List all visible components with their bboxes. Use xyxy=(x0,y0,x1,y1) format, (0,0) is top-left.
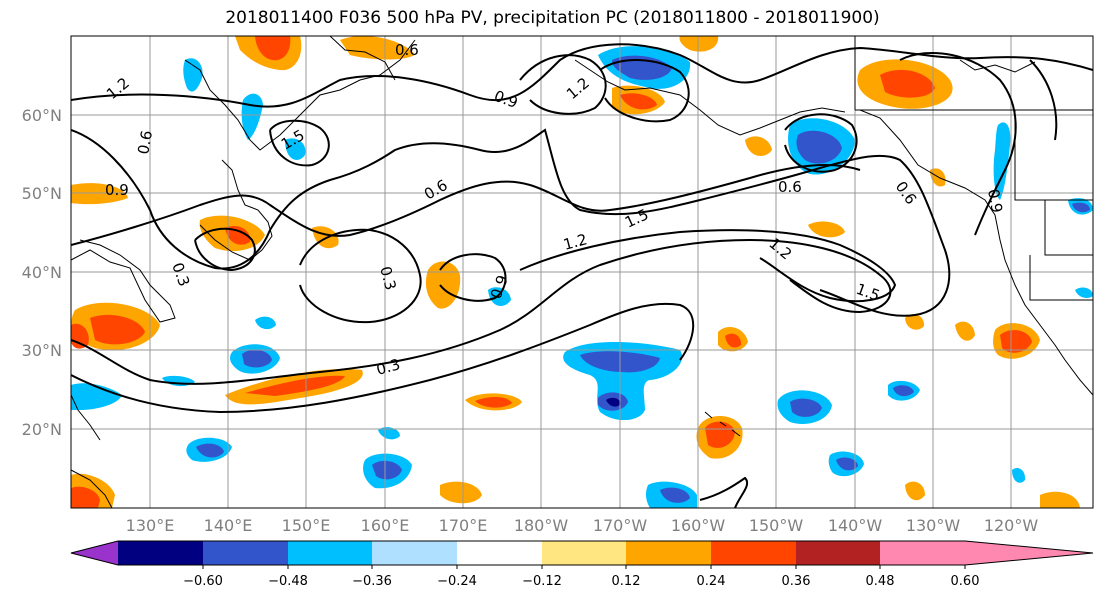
lon-label: 170°W xyxy=(593,516,648,535)
colorbar: −0.60 −0.48 −0.36 −0.24 −0.12 0.12 0.24 … xyxy=(70,540,1094,589)
colorbar-extend-right xyxy=(965,541,1093,565)
colorbar-outline xyxy=(70,540,1094,566)
map-title: 2018011400 F036 500 hPa PV, precipitatio… xyxy=(225,8,880,28)
colorbar-tick-label: 0.48 xyxy=(866,574,895,589)
colorbar-tick-label: −0.12 xyxy=(522,574,562,589)
contour-label: 0.3 xyxy=(376,264,400,292)
lat-label: 30°N xyxy=(22,341,62,360)
lon-label: 160°W xyxy=(671,516,726,535)
contour-label: 1.2 xyxy=(561,230,589,254)
colorbar-segment xyxy=(457,541,542,565)
lon-label: 130°W xyxy=(906,516,961,535)
lat-label: 40°N xyxy=(22,263,62,282)
lon-label: 130°E xyxy=(126,516,175,535)
lon-label: 180°W xyxy=(514,516,569,535)
colorbar-segment xyxy=(118,541,203,565)
lon-label: 150°W xyxy=(749,516,804,535)
longitude-axis: 130°E 140°E 150°E 160°E 170°E 180°W 170°… xyxy=(126,516,1039,535)
colorbar-tick-label: 0.24 xyxy=(697,574,726,589)
colorbar-ticks xyxy=(202,565,966,569)
colorbar-tick-label: 0.12 xyxy=(612,574,641,589)
coastlines xyxy=(71,36,1093,508)
lat-label: 20°N xyxy=(22,420,62,439)
pv-contours xyxy=(71,43,1093,508)
colorbar-tick-label: −0.24 xyxy=(437,574,477,589)
lat-label: 60°N xyxy=(22,106,62,125)
contour-label: 0.6 xyxy=(134,129,156,156)
colorbar-segment xyxy=(203,541,288,565)
lon-label: 170°E xyxy=(439,516,488,535)
colorbar-tick-label: −0.48 xyxy=(268,574,308,589)
latitude-axis: 60°N 50°N 40°N 30°N 20°N xyxy=(22,106,62,439)
lon-label: 160°E xyxy=(361,516,410,535)
precip-anomaly-positive-subtropical-band xyxy=(225,261,522,411)
precip-anomaly-negative-west-pacific xyxy=(71,58,511,489)
contour-label: 0.3 xyxy=(374,355,402,379)
lon-label: 120°W xyxy=(984,516,1039,535)
lon-label: 140°W xyxy=(828,516,883,535)
lat-label: 50°N xyxy=(22,184,62,203)
map-frame xyxy=(70,35,1094,509)
colorbar-extend-left xyxy=(71,541,118,565)
precipitation-shading xyxy=(71,36,1093,508)
colorbar-segment xyxy=(372,541,457,565)
contour-label: 0.6 xyxy=(395,41,419,59)
colorbar-segment xyxy=(796,541,880,565)
colorbar-segment xyxy=(711,541,796,565)
map-plot-area: 0.6 1.2 0.9 1.5 0.6 0.9 0.3 0.6 1.2 1.5 … xyxy=(71,36,1093,508)
contour-label: 0.9 xyxy=(984,188,1006,215)
precip-anomaly-positive-kamchatka xyxy=(235,36,415,71)
colorbar-tick-label: 0.60 xyxy=(951,574,980,589)
colorbar-segment xyxy=(880,541,965,565)
contour-label: 0.6 xyxy=(778,178,802,196)
precip-anomaly-positive-hawaii-east xyxy=(612,36,946,459)
lon-label: 150°E xyxy=(282,516,331,535)
contour-label: 0.9 xyxy=(105,181,129,199)
colorbar-tick-label: 0.36 xyxy=(782,574,811,589)
colorbar-segment xyxy=(626,541,711,565)
graticule xyxy=(71,36,1093,508)
colorbar-tick-label: −0.60 xyxy=(183,574,223,589)
precip-anomaly-positive-ne-pacific xyxy=(857,59,953,109)
colorbar-segment xyxy=(288,541,372,565)
colorbar-tick-label: −0.36 xyxy=(352,574,392,589)
colorbar-segment xyxy=(542,541,626,565)
lon-label: 140°E xyxy=(204,516,253,535)
